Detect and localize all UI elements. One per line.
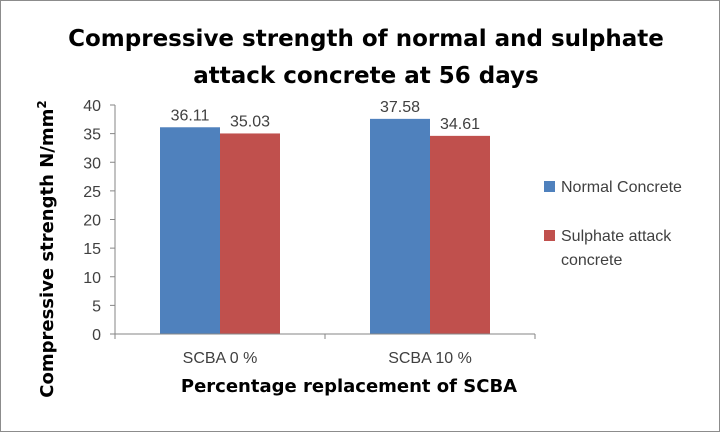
y-tick-label: 35 (83, 127, 101, 144)
y-axis-ticks: 0 5 10 15 20 25 30 35 40 (83, 98, 115, 344)
legend-label-normal-concrete: Normal Concrete (561, 179, 682, 196)
legend-swatch-normal-concrete (544, 181, 555, 192)
x-category-label: SCBA 0 % (183, 350, 258, 367)
data-label-sulphate-attack-concrete: 35.03 (230, 113, 270, 130)
chart-title-line-2: attack concrete at 56 days (193, 63, 538, 89)
x-axis-categories: SCBA 0 % SCBA 10 % (183, 350, 472, 367)
data-label-sulphate-attack-concrete: 34.61 (440, 116, 480, 133)
y-tick-label: 40 (83, 98, 101, 115)
legend-swatch-sulphate-attack-concrete (544, 230, 555, 241)
y-axis-title: Compressive strength N/mm2 (35, 100, 58, 397)
y-tick-label: 20 (83, 213, 101, 230)
x-axis-ticks (114, 334, 536, 339)
y-tick-label: 30 (83, 155, 101, 172)
y-tick-label: 25 (83, 184, 101, 201)
legend-label-sulphate-attack-line-2: concrete (561, 252, 622, 269)
y-tick-label: 5 (92, 298, 101, 315)
bar-series (160, 118, 490, 335)
x-axis-title: Percentage replacement of SCBA (181, 376, 517, 397)
bar-normal-concrete (370, 118, 430, 335)
bar-normal-concrete (160, 127, 220, 334)
x-category-label: SCBA 10 % (388, 350, 472, 367)
y-axis-title-text: Compressive strength N/mm (37, 109, 58, 398)
legend: Normal Concrete Sulphate attack concrete (544, 179, 682, 269)
legend-label-sulphate-attack-line-1: Sulphate attack (561, 228, 672, 245)
bar-sulphate-attack-concrete (220, 133, 280, 334)
chart-title-line-1: Compressive strength of normal and sulph… (68, 26, 664, 52)
data-label-normal-concrete: 36.11 (171, 107, 210, 124)
data-label-normal-concrete: 37.58 (380, 99, 420, 116)
bar-sulphate-attack-concrete (430, 135, 490, 334)
data-labels: 36.11 35.03 37.58 34.61 (171, 99, 481, 133)
y-tick-label: 10 (83, 270, 101, 287)
y-tick-label: 0 (92, 327, 101, 344)
y-axis-title-superscript: 2 (35, 100, 49, 108)
y-tick-label: 15 (83, 241, 101, 258)
